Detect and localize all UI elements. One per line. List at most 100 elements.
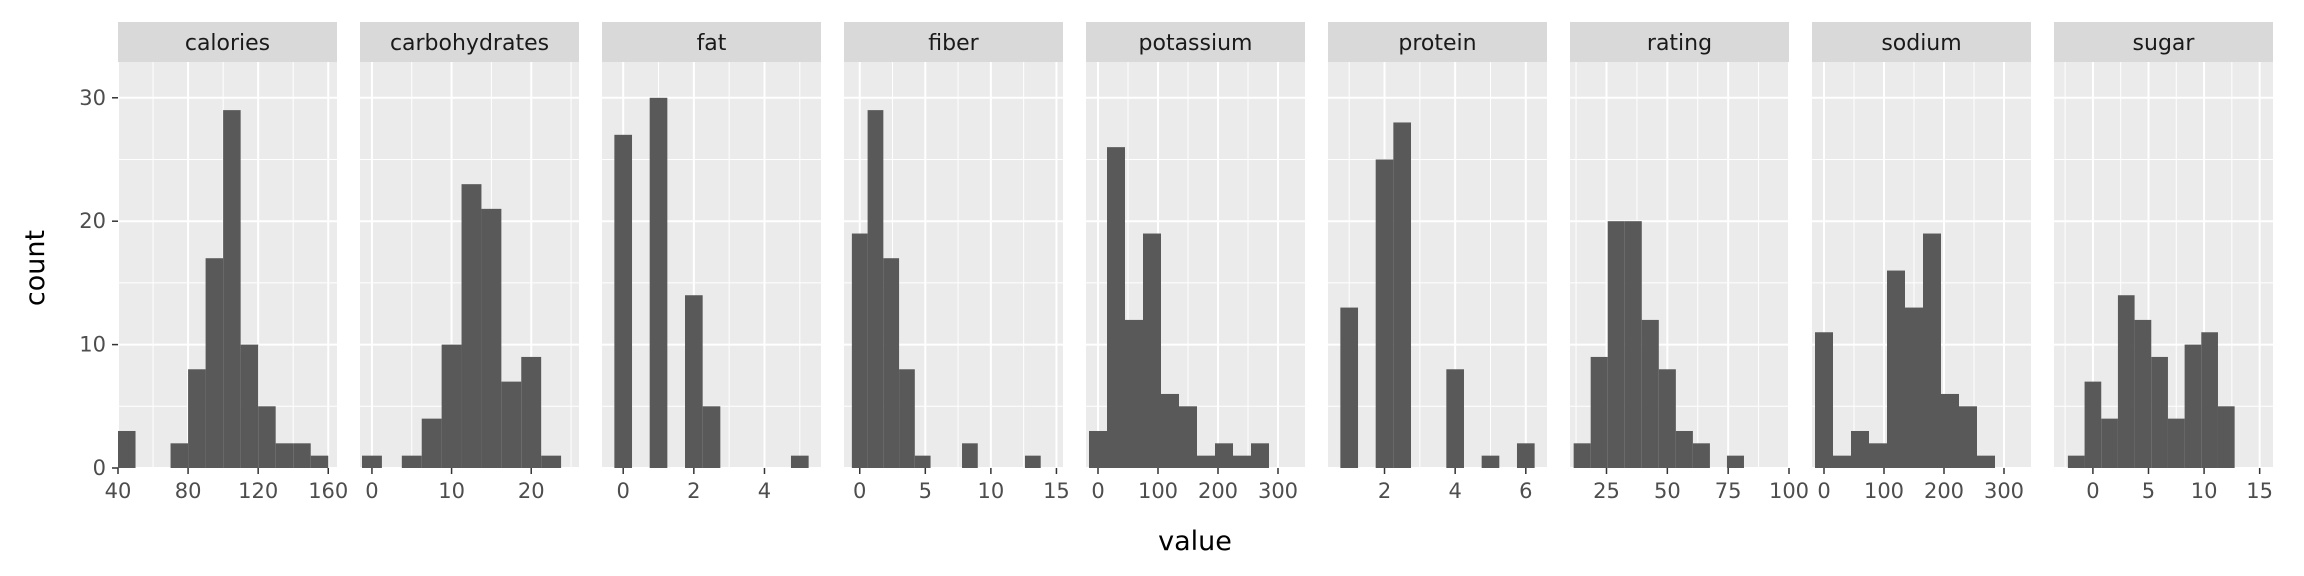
x-tick-label: 10 [978, 479, 1005, 503]
facet-strip-label: sugar [2133, 31, 2196, 56]
x-tick-label: 300 [1258, 479, 1298, 503]
histogram-bar [1905, 307, 1923, 468]
histogram-bar [2134, 319, 2152, 468]
y-axis: 0 10 20 30 [79, 86, 118, 480]
facet-fat: fat 0 2 4 [602, 22, 821, 503]
histogram-bar [2217, 406, 2235, 468]
y-tick-label: 30 [79, 86, 106, 110]
x-tick-label: 4 [1448, 479, 1461, 503]
facet-rating: rating 25 50 75 100 [1570, 22, 1809, 503]
facet-sodium: sodium 0 100 200 300 [1812, 22, 2031, 503]
facet-strip [2054, 22, 2273, 62]
x-tick-label: 100 [1769, 479, 1809, 503]
facet-carbohydrates: carbohydrates 0 10 20 [360, 22, 579, 503]
histogram-bar [2067, 455, 2085, 468]
x-tick-label: 15 [1043, 479, 1070, 503]
histogram-bar [1340, 307, 1359, 468]
histogram-bar [867, 110, 884, 469]
x-tick-label: 10 [438, 479, 465, 503]
x-tick-label: 5 [919, 479, 932, 503]
histogram-bar [2117, 295, 2135, 468]
histogram-bar [2084, 381, 2102, 468]
histogram-bar [1590, 356, 1608, 468]
histogram-bar [883, 258, 900, 468]
histogram-bar [1024, 455, 1041, 468]
histogram-bar [1573, 443, 1591, 468]
histogram-bar [1869, 443, 1887, 468]
histogram-bar [1143, 233, 1161, 468]
facet-strip [1812, 22, 2031, 62]
x-tick-label: 2 [1378, 479, 1391, 503]
histogram-bar [421, 418, 442, 468]
x-tick-label: 20 [518, 479, 545, 503]
histogram-bar [2201, 332, 2218, 468]
histogram-bar [1692, 443, 1710, 468]
histogram-bar [258, 406, 276, 468]
histogram-bar [2101, 418, 2118, 468]
x-tick-label: 10 [2191, 479, 2218, 503]
x-tick-label: 300 [1984, 479, 2024, 503]
histogram-bar [1833, 455, 1851, 468]
histogram-bar [240, 344, 259, 468]
histogram-bar [1977, 455, 1995, 468]
facet-strip-label: fiber [928, 31, 979, 56]
histogram-bar [310, 455, 329, 468]
x-tick-label: 0 [1091, 479, 1104, 503]
facet-strip [1086, 22, 1305, 62]
facet-calories: calories 40 80 120 160 [105, 22, 348, 503]
histogram-bar [1481, 455, 1500, 468]
histogram-bar [702, 406, 721, 468]
histogram-bar [1089, 430, 1107, 468]
facet-strip [360, 22, 579, 62]
histogram-bar [790, 455, 809, 468]
x-tick-label: 25 [1593, 479, 1620, 503]
histogram-bar [2167, 418, 2185, 468]
histogram-bar [1641, 319, 1659, 468]
histogram-bar [1375, 159, 1394, 468]
facet-sugar: sugar 0 5 10 15 [2054, 22, 2273, 503]
histogram-bar [1107, 147, 1125, 469]
histogram-bar [1516, 443, 1535, 468]
histogram-bar [851, 233, 868, 468]
histogram-bar [2184, 344, 2202, 468]
facet-strip-label: carbohydrates [390, 31, 549, 56]
facet-strip-label: sodium [1881, 31, 1961, 56]
histogram-bar [1125, 319, 1143, 468]
facet-strip-label: protein [1398, 31, 1476, 56]
x-tick-label: 0 [365, 479, 378, 503]
histogram-bar [614, 134, 633, 468]
x-tick-label: 100 [1138, 479, 1178, 503]
histogram-bar [1959, 406, 1977, 468]
histogram-bar [1624, 221, 1642, 468]
histogram-bar [521, 356, 542, 468]
facet-strip-label: potassium [1139, 31, 1253, 56]
histogram-bar [188, 369, 206, 468]
histogram-bar [914, 455, 931, 468]
x-tick-label: 0 [617, 479, 630, 503]
x-tick-label: 15 [2246, 479, 2273, 503]
histogram-bar [461, 184, 482, 468]
x-tick-label: 0 [1817, 479, 1830, 503]
x-tick-label: 200 [1924, 479, 1964, 503]
y-tick-label: 20 [79, 209, 106, 233]
histogram-bar [118, 430, 136, 468]
x-tick-label: 2 [687, 479, 700, 503]
facet-strip [1328, 22, 1547, 62]
histogram-bar [401, 455, 422, 468]
x-tick-label: 160 [308, 479, 348, 503]
facet-fiber: fiber 0 5 10 15 [844, 22, 1070, 503]
facet-protein: protein 2 4 6 [1328, 22, 1547, 503]
histogram-bar [441, 344, 462, 468]
facet-strip-label: rating [1647, 31, 1712, 56]
histogram-bar [685, 295, 703, 468]
histogram-bar [481, 208, 502, 468]
histogram-bar [1233, 455, 1251, 468]
facet-strip [1570, 22, 1789, 62]
facet-strip [602, 22, 821, 62]
x-tick-label: 0 [853, 479, 866, 503]
facet-strip-label: fat [697, 31, 727, 56]
histogram-bar [1658, 369, 1676, 468]
histogram-bar [962, 443, 978, 468]
